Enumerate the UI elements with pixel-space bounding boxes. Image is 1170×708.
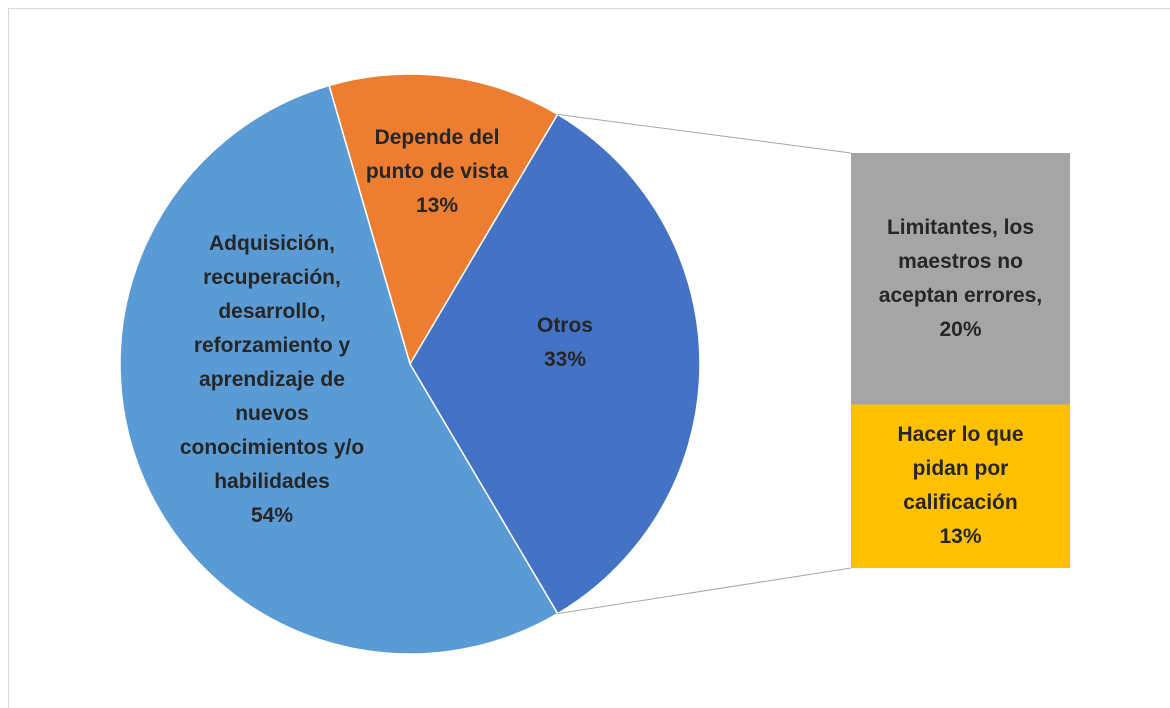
chart-border — [8, 8, 1170, 708]
label-value: 13% — [415, 194, 459, 217]
connector-line — [557, 567, 852, 615]
label-value: 33% — [543, 348, 587, 371]
label-value: 13% — [939, 525, 982, 549]
bar-segment — [851, 153, 1070, 405]
data-label: Adquisición, recuperación, desarrollo, r… — [170, 227, 375, 533]
data-label: Otros 33% — [490, 309, 640, 377]
label-name: Otros — [536, 314, 593, 337]
bar-segment — [851, 404, 1070, 568]
data-label: Depende del punto de vista 13% — [350, 121, 525, 223]
label-name: Hacer lo que pidan por calificación — [897, 423, 1024, 515]
pie-slice — [119, 84, 559, 655]
label-name: Limitantes, los maestros no aceptan erro… — [878, 215, 1043, 307]
pie-slice — [409, 113, 701, 615]
connector-line — [557, 113, 852, 154]
label-name: Depende del punto de vista — [365, 126, 509, 183]
label-value: 54% — [250, 504, 294, 527]
label-name: Adquisición, recuperación, desarrollo, r… — [179, 232, 365, 493]
data-label: Limitantes, los maestros no aceptan erro… — [863, 211, 1059, 347]
data-label: Hacer lo que pidan por calificación 13% — [886, 418, 1036, 554]
label-value: 20% — [939, 317, 982, 341]
pie-slice — [328, 73, 559, 366]
